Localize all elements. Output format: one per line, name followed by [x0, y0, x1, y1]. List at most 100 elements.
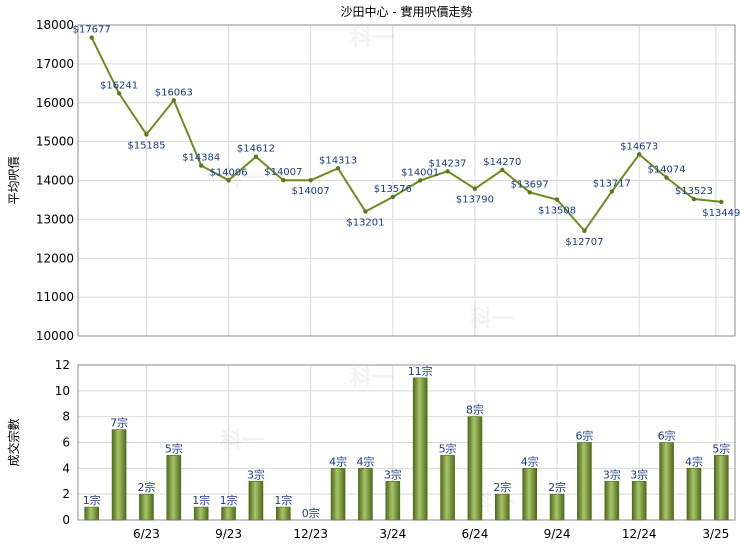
price-ytick-label: 11000 — [36, 290, 74, 304]
price-y-axis-title: 平均呎價 — [7, 156, 21, 204]
price-point-label: $14313 — [319, 155, 357, 166]
count-bar-label: 4宗 — [329, 454, 347, 468]
count-bar-label: 3宗 — [630, 467, 648, 481]
count-bar — [84, 506, 99, 521]
count-xtick-label: 3/24 — [379, 527, 406, 541]
price-ytick-label: 10000 — [36, 329, 74, 343]
count-bar — [577, 442, 592, 521]
count-bar-label: 8宗 — [466, 403, 484, 417]
count-bar-label: 6宗 — [658, 429, 676, 443]
count-ytick-label: 0 — [62, 513, 70, 527]
price-point — [89, 35, 94, 40]
count-bar — [139, 493, 154, 521]
price-point — [226, 178, 231, 183]
price-point-label: $14270 — [483, 157, 521, 168]
price-point-label: $13508 — [538, 206, 576, 217]
count-bar — [631, 480, 647, 521]
price-watermark-2: 科一 — [470, 307, 514, 332]
count-bar — [111, 429, 127, 521]
count-bar — [467, 416, 483, 521]
price-point-label: $13697 — [511, 179, 549, 190]
price-point-label: $14384 — [182, 153, 220, 164]
count-bar-label: 5宗 — [439, 441, 457, 455]
count-ytick-label: 10 — [55, 384, 70, 398]
count-bar — [358, 468, 373, 521]
price-point-label: $16241 — [100, 80, 138, 91]
price-series-line — [90, 37, 722, 233]
count-bar-label: 2宗 — [493, 480, 511, 494]
price-point-label: $14612 — [237, 144, 275, 155]
price-point-label: $14007 — [292, 186, 330, 197]
count-xtick-label: 3/25 — [702, 527, 729, 541]
count-bar-label: 4宗 — [685, 454, 703, 468]
count-xtick-label: 9/24 — [544, 527, 571, 541]
count-bar — [221, 506, 236, 521]
count-bar — [248, 480, 264, 521]
count-plot-frame — [77, 364, 736, 521]
price-point — [500, 167, 505, 173]
price-point-label: $17677 — [73, 25, 111, 36]
price-point-label: $14001 — [401, 167, 439, 178]
chart-title: 沙田中心 - 實用呎價走勢 — [341, 4, 473, 19]
price-point — [198, 163, 204, 168]
count-bar — [659, 442, 674, 521]
price-point-label: $13717 — [593, 179, 631, 190]
count-bar — [604, 480, 620, 521]
price-point-label: $13790 — [456, 195, 494, 206]
count-ytick-label: 12 — [55, 358, 70, 372]
count-bar — [714, 455, 729, 521]
count-bar-label: 4宗 — [521, 454, 539, 468]
count-bar — [495, 493, 510, 521]
count-bar — [385, 480, 401, 521]
price-ytick-label: 17000 — [36, 57, 74, 71]
count-bar-label: 3宗 — [384, 467, 402, 481]
count-bar — [166, 455, 182, 521]
count-y-axis-title: 成交宗數 — [6, 418, 21, 466]
price-point — [253, 154, 259, 159]
count-ytick-label: 4 — [62, 461, 70, 475]
count-watermark-1: 科一 — [220, 429, 264, 454]
price-point-label: $12707 — [565, 237, 603, 248]
price-point-label: $14237 — [428, 158, 466, 169]
price-point-label: $16063 — [155, 87, 193, 98]
count-xtick-label: 6/24 — [461, 527, 488, 541]
price-point — [582, 228, 587, 233]
price-point — [363, 209, 368, 214]
count-ytick-label: 2 — [62, 487, 70, 501]
count-bar-label: 5宗 — [712, 441, 730, 455]
price-point — [691, 196, 697, 202]
count-bar-label: 1宗 — [192, 493, 210, 507]
price-point-label: $14006 — [209, 167, 247, 178]
price-point — [390, 194, 396, 200]
count-bar-label: 3宗 — [247, 467, 265, 481]
count-bar-label: 11宗 — [408, 364, 433, 378]
price-point — [308, 178, 313, 183]
price-point-label: $14074 — [647, 165, 685, 176]
price-point — [445, 169, 450, 174]
count-watermark-0: 科一 — [350, 366, 394, 391]
price-point — [144, 132, 149, 137]
price-ytick-label: 18000 — [36, 18, 74, 32]
count-bar-label: 1宗 — [220, 493, 238, 507]
price-point-label: $13576 — [374, 184, 412, 195]
count-bar — [193, 506, 209, 521]
price-plot-frame — [77, 24, 736, 337]
count-bar-label: 5宗 — [165, 441, 183, 455]
price-point — [472, 186, 478, 191]
price-point — [335, 166, 341, 171]
count-xtick-label: 6/23 — [133, 527, 160, 541]
price-point-label: $15185 — [127, 140, 165, 151]
count-bar-label: 6宗 — [575, 429, 593, 443]
count-bar — [549, 493, 565, 521]
count-bar — [330, 468, 346, 521]
price-point-label: $13449 — [702, 208, 740, 219]
count-bar-label: 7宗 — [110, 416, 128, 430]
count-bar-label: 1宗 — [83, 493, 101, 507]
price-point — [636, 152, 642, 157]
price-point — [116, 91, 122, 96]
price-ytick-label: 15000 — [36, 135, 74, 149]
price-point — [609, 189, 615, 194]
price-point-label: $13523 — [675, 186, 713, 197]
